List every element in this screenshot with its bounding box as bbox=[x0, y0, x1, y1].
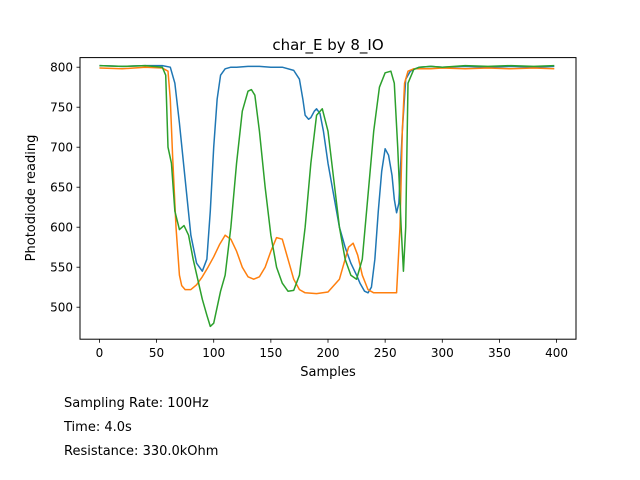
x-tick-label: 250 bbox=[374, 346, 397, 360]
y-tick-label: 600 bbox=[50, 221, 73, 235]
x-tick-label: 100 bbox=[202, 346, 225, 360]
y-tick-label: 750 bbox=[50, 101, 73, 115]
series-layer bbox=[99, 64, 555, 328]
x-tick-label: 50 bbox=[149, 346, 164, 360]
x-axis-label: Samples bbox=[300, 365, 356, 380]
y-axis: 500 550 600 650 700 750 800 bbox=[50, 61, 80, 315]
time-text: Time: 4.0s bbox=[64, 420, 132, 435]
series-line-1 bbox=[99, 64, 555, 294]
x-tick-label: 400 bbox=[545, 346, 568, 360]
x-tick-label: 350 bbox=[488, 346, 511, 360]
y-tick-label: 800 bbox=[50, 61, 73, 75]
x-tick-label: 0 bbox=[96, 346, 104, 360]
series-line-2 bbox=[99, 66, 555, 295]
y-tick-label: 650 bbox=[50, 181, 73, 195]
series-line-3 bbox=[99, 64, 555, 328]
y-tick-label: 500 bbox=[50, 301, 73, 315]
y-tick-label: 700 bbox=[50, 141, 73, 155]
y-tick-label: 550 bbox=[50, 261, 73, 275]
resistance-text: Resistance: 330.0kOhm bbox=[64, 444, 219, 459]
chart: 0 50 100 150 200 250 300 350 400 500 550 600 650 700… bbox=[24, 36, 577, 380]
x-axis: 0 50 100 150 200 250 300 350 400 bbox=[96, 339, 568, 360]
plot-frame bbox=[79, 57, 577, 340]
chart-title: char_E by 8_IO bbox=[272, 36, 383, 55]
x-tick-label: 150 bbox=[259, 346, 282, 360]
y-axis-label: Photodiode reading bbox=[24, 135, 39, 262]
x-tick-label: 300 bbox=[431, 346, 454, 360]
x-tick-label: 200 bbox=[317, 346, 340, 360]
sampling-rate-text: Sampling Rate: 100Hz bbox=[64, 396, 209, 411]
